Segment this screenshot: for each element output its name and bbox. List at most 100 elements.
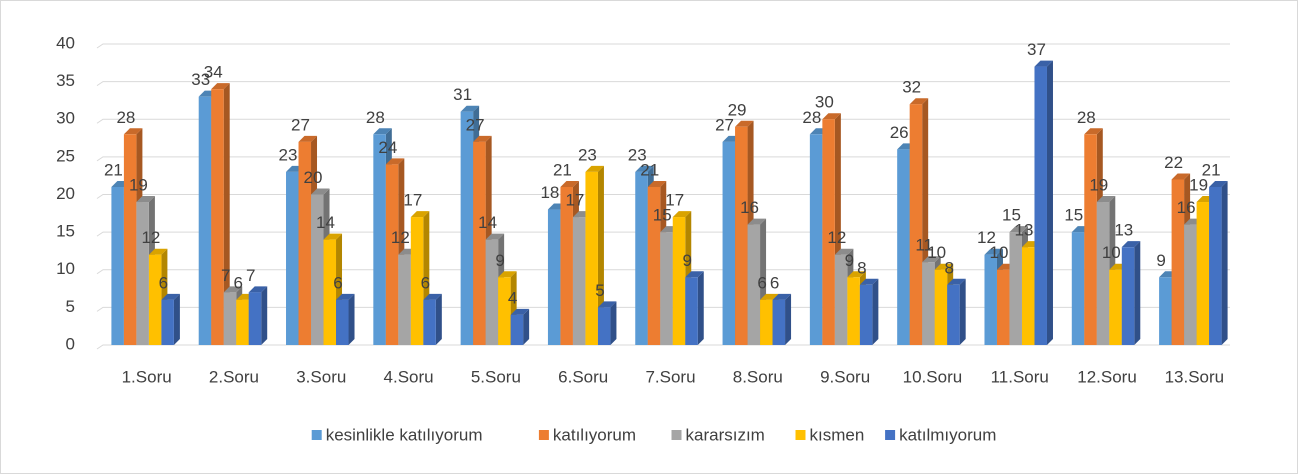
bar — [485, 239, 499, 345]
x-tick-label: 3.Soru — [296, 367, 346, 386]
bar — [336, 299, 349, 345]
bar — [547, 209, 561, 345]
value-label: 6 — [770, 273, 779, 292]
value-label: 17 — [665, 191, 684, 210]
value-label: 13 — [1015, 221, 1034, 240]
x-tick-label: 9.Soru — [820, 367, 870, 386]
grid-line — [96, 118, 1230, 124]
legend-label: katılmıyorum — [899, 425, 996, 444]
bar — [760, 299, 773, 345]
bar-top — [1084, 128, 1103, 135]
value-label: 27 — [291, 115, 310, 134]
bar — [410, 217, 424, 345]
bar-top — [1009, 226, 1028, 233]
bar-top — [685, 271, 704, 278]
bar-top — [834, 248, 854, 255]
bar-top — [747, 218, 767, 225]
bar-top — [1209, 180, 1228, 187]
bar-top — [1096, 196, 1116, 203]
bar — [859, 284, 873, 345]
x-tick-label: 10.Soru — [903, 367, 963, 386]
legend-swatch — [671, 430, 682, 440]
value-label: 23 — [628, 145, 647, 164]
bar — [922, 262, 935, 345]
value-label: 16 — [1177, 198, 1196, 217]
value-label: 21 — [640, 160, 659, 179]
value-label: 9 — [495, 251, 504, 270]
bar — [510, 314, 524, 345]
bar — [286, 171, 299, 345]
value-label: 11 — [915, 236, 933, 255]
value-label: 12 — [391, 228, 410, 247]
value-label: 30 — [815, 93, 834, 112]
value-label: 21 — [104, 160, 123, 179]
value-label: 18 — [540, 183, 559, 202]
bar — [585, 171, 598, 345]
value-label: 27 — [466, 115, 485, 134]
bar-top — [847, 271, 866, 278]
bar — [772, 299, 786, 345]
bar-top — [485, 233, 505, 240]
value-label: 32 — [902, 78, 921, 97]
value-label: 23 — [279, 145, 298, 164]
bar — [560, 186, 573, 345]
bar — [597, 307, 611, 345]
bar — [1196, 202, 1210, 345]
value-label: 15 — [653, 206, 672, 225]
value-label: 15 — [1002, 206, 1021, 225]
bar-top — [423, 293, 442, 300]
value-label: 6 — [421, 273, 430, 292]
y-tick-label: 35 — [56, 71, 75, 90]
bar-side — [435, 293, 442, 345]
bar-side — [261, 286, 268, 345]
bar — [373, 134, 386, 345]
value-label: 28 — [116, 108, 135, 127]
bar-top — [311, 188, 330, 195]
bar — [398, 254, 411, 345]
grid-line — [96, 231, 1230, 237]
legend-swatch — [538, 430, 549, 440]
y-tick-label: 5 — [66, 297, 75, 316]
value-label: 20 — [304, 168, 323, 187]
bar — [735, 126, 748, 346]
legend-swatch — [795, 430, 806, 440]
x-tick-label: 8.Soru — [733, 367, 783, 386]
bar-side — [959, 278, 966, 345]
bar-top — [585, 165, 604, 172]
bar-top — [148, 248, 168, 255]
value-label: 17 — [565, 191, 584, 210]
bar — [460, 111, 474, 345]
bar — [747, 224, 761, 345]
value-label: 21 — [1202, 160, 1221, 179]
bar — [423, 299, 436, 345]
value-label: 19 — [129, 176, 148, 195]
value-label: 8 — [944, 258, 953, 277]
bar-side — [785, 293, 792, 345]
bar — [385, 164, 399, 345]
bar-top — [298, 135, 318, 142]
bar — [722, 141, 736, 345]
value-label: 15 — [1064, 206, 1083, 225]
bar-top — [223, 286, 243, 293]
value-label: 6 — [333, 273, 342, 292]
bar-top — [934, 263, 954, 270]
bar — [161, 299, 174, 345]
legend-label: kararsızım — [686, 425, 765, 444]
bar — [809, 134, 823, 345]
value-label: 8 — [857, 258, 866, 277]
bar — [1096, 202, 1110, 345]
bar-side — [1134, 241, 1141, 345]
bar — [996, 269, 1010, 345]
value-label: 26 — [890, 123, 909, 142]
value-label: 19 — [1089, 176, 1108, 195]
bar — [1121, 247, 1135, 345]
bar-top — [984, 248, 1003, 255]
grid-line — [96, 194, 1230, 199]
bar — [947, 284, 960, 345]
bar-top — [760, 293, 779, 300]
x-tick-label: 13.Soru — [1165, 367, 1225, 386]
y-tick-label: 20 — [56, 184, 75, 203]
bar — [136, 202, 149, 345]
bar-top — [323, 233, 343, 240]
